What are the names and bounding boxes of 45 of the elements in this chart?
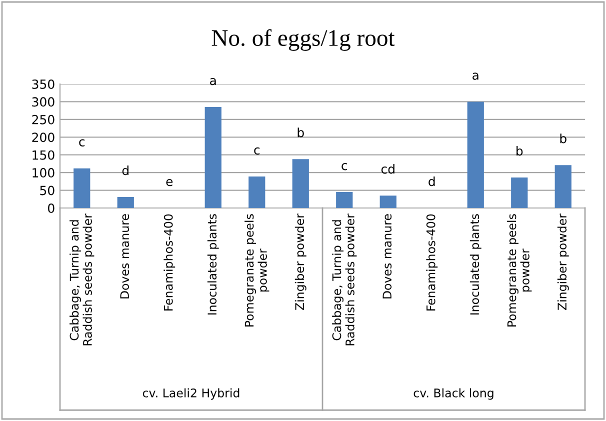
data-label: c bbox=[254, 147, 260, 155]
y-tick-label: 50 bbox=[40, 186, 54, 196]
bar bbox=[554, 165, 572, 208]
bar bbox=[292, 159, 309, 208]
x-tick-label: Pomegranate peels powder bbox=[244, 214, 270, 326]
data-label: b bbox=[560, 134, 566, 144]
x-tick-label: Doves manure bbox=[382, 214, 392, 298]
data-label: c bbox=[79, 139, 85, 146]
y-tick-label: 300 bbox=[32, 97, 54, 107]
x-tick-label: Cabbage, Turnip and Raddish seeds powder bbox=[70, 214, 94, 346]
bar bbox=[380, 196, 396, 208]
x-tick-label: Fenamiphos-400 bbox=[426, 214, 438, 310]
x-tick-label: Zingiber powder bbox=[557, 214, 569, 310]
x-tick-label: Pomegranate peels powder bbox=[507, 214, 532, 326]
data-label: b bbox=[516, 146, 523, 156]
bar bbox=[117, 197, 134, 208]
data-label: a bbox=[210, 78, 216, 86]
bar bbox=[74, 168, 90, 208]
y-tick-label: 150 bbox=[32, 150, 54, 160]
y-tick-label: 0 bbox=[48, 203, 54, 213]
x-tick-label: Doves manure bbox=[120, 214, 130, 298]
x-tick-label: Zingiber powder bbox=[294, 214, 306, 310]
x-tick-label: Fenamiphos-400 bbox=[164, 214, 176, 310]
data-label: e bbox=[166, 178, 173, 186]
bar bbox=[336, 192, 353, 208]
text: cv. Laeli2 Hybrid bbox=[142, 388, 240, 400]
data-label: a bbox=[472, 72, 478, 80]
y-tick-label: 200 bbox=[32, 132, 54, 142]
chart-title: No. of eggs/1g root bbox=[212, 29, 395, 51]
x-tick-label: Inoculated plants bbox=[470, 214, 482, 314]
y-tick-label: 350 bbox=[32, 79, 54, 89]
x-tick-label: Cabbage, Turnip and Raddish seeds powder bbox=[332, 214, 357, 346]
y-tick-label: 250 bbox=[32, 114, 54, 124]
bar bbox=[467, 102, 484, 208]
data-label: d bbox=[428, 176, 435, 186]
data-label: cd bbox=[381, 164, 394, 174]
x-tick-label: Inoculated plants bbox=[207, 214, 219, 314]
data-label: b bbox=[298, 128, 304, 138]
bar bbox=[248, 176, 266, 208]
data-label: d bbox=[122, 165, 128, 176]
text: cv. Black long bbox=[414, 388, 494, 400]
y-tick-label: 100 bbox=[32, 168, 54, 178]
bar bbox=[204, 107, 222, 208]
bar bbox=[511, 178, 528, 208]
data-label: c bbox=[342, 163, 348, 170]
